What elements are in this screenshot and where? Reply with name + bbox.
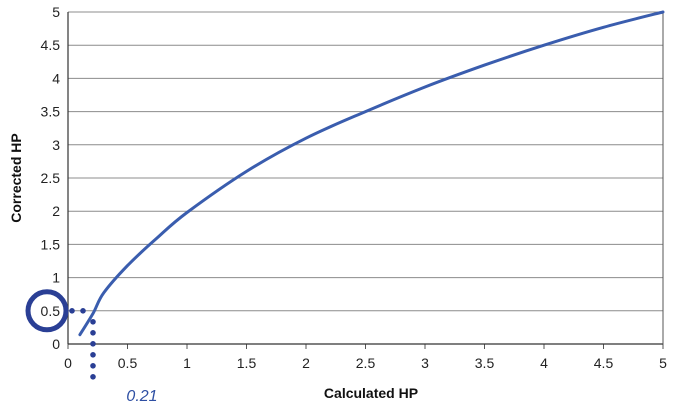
y-tick-label: 3.5	[41, 104, 61, 120]
y-axis-label: Corrected HP	[8, 133, 24, 222]
y-tick-label: 5	[52, 4, 60, 20]
dot	[69, 308, 75, 314]
x-tick-label: 3.5	[475, 355, 495, 371]
x-tick-label: 4.5	[594, 355, 614, 371]
tick-labels: 0 0.5 1 1.5 2 2.5 3 3.5 4 4.5 5 0 0.5 1 1.5 2 2.5 3 3.5 4 4.…	[41, 4, 668, 371]
dot	[90, 352, 96, 358]
x-tick-label: 0	[64, 355, 72, 371]
x-tick-label: 1.5	[237, 355, 257, 371]
y-tick-label: 3	[52, 137, 60, 153]
y-tick-label: 1	[52, 270, 60, 286]
annotation	[25, 289, 96, 380]
y-tick-label: 0	[52, 336, 60, 352]
dot	[80, 308, 86, 314]
gridlines	[68, 11, 663, 345]
series	[78, 10, 665, 337]
dot	[90, 363, 96, 369]
dot	[90, 374, 96, 380]
axes	[67, 12, 664, 349]
x-tick-label: 0.5	[118, 355, 138, 371]
y-tick-label: 2.5	[41, 170, 61, 186]
x-tick-label: 1	[183, 355, 191, 371]
y-tick-label: 4	[52, 70, 60, 86]
y-tick-label: 4.5	[41, 37, 61, 53]
dot	[90, 330, 96, 336]
y-tick-label: 0.5	[41, 303, 61, 319]
y-tick-label: 2	[52, 203, 60, 219]
annotation-label: 0.21	[126, 388, 157, 405]
x-tick-label: 3	[421, 355, 429, 371]
x-tick-label: 2	[302, 355, 310, 371]
x-tick-label: 4	[540, 355, 548, 371]
dot	[90, 341, 96, 347]
dot	[90, 319, 96, 325]
x-tick-label: 2.5	[356, 355, 376, 371]
highlight-circle	[25, 289, 69, 333]
series-line	[78, 10, 665, 337]
x-axis-label: Calculated HP	[324, 385, 418, 401]
y-tick-label: 1.5	[41, 236, 61, 252]
x-tick-label: 5	[659, 355, 667, 371]
